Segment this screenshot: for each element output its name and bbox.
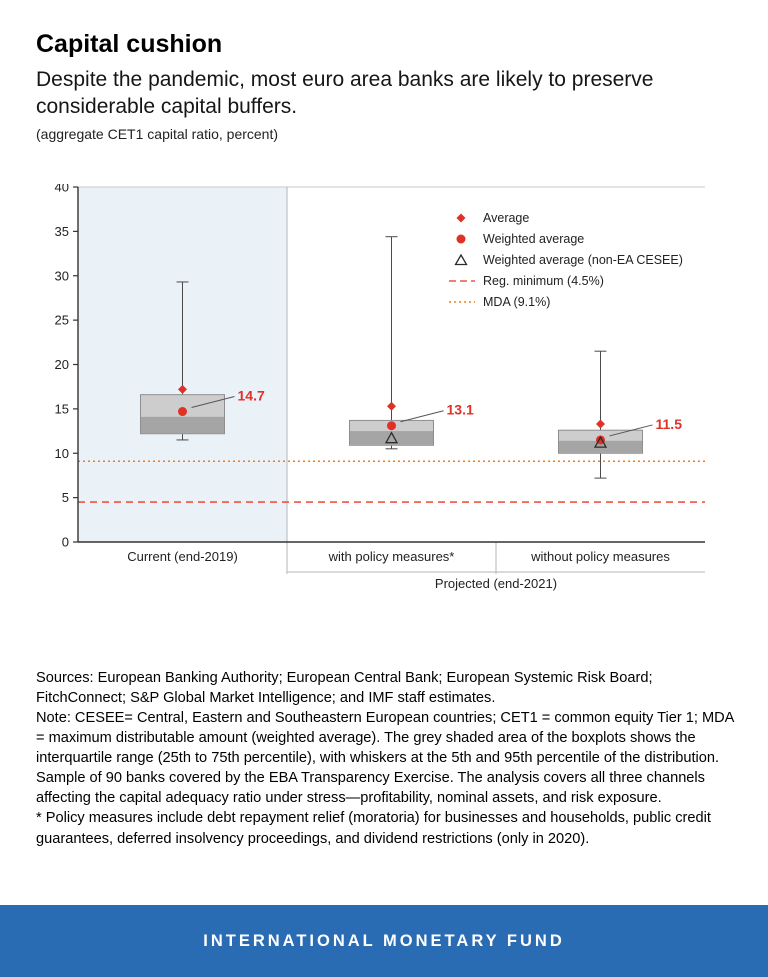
legend: Average Weighted average Weighted average … <box>449 211 683 309</box>
y-tick-label: 20 <box>55 357 69 372</box>
legend-label: Reg. minimum (4.5%) <box>483 274 604 288</box>
weighted-average-marker <box>178 406 187 416</box>
y-tick-label: 0 <box>62 534 69 549</box>
non-ea-cesee-marker <box>384 430 399 443</box>
group-label: Projected (end-2021) <box>435 576 557 591</box>
average-marker <box>596 419 605 429</box>
y-tick-label: 5 <box>62 490 69 505</box>
average-marker <box>387 401 396 411</box>
boxplot-chart: 14.7 13.1 11.5 0 5 10 15 20 25 30 35 40 Current (end… <box>36 179 768 604</box>
value-callout: 13.1 <box>447 401 474 417</box>
notes-block: Sources: European Banking Authority; Eur… <box>36 668 736 849</box>
category-label: with policy measures* <box>328 549 455 564</box>
y-tick-label: 10 <box>55 445 69 460</box>
boxplot-3: 11.5 <box>558 350 683 479</box>
legend-label: Weighted average <box>483 232 584 246</box>
figure-subtitle: Despite the pandemic, most euro area ban… <box>36 68 654 119</box>
boxplot-1: 14.7 <box>140 281 265 441</box>
chart-svg: 14.7 13.1 11.5 0 5 10 15 20 25 30 35 40 Current (end… <box>55 179 705 591</box>
sources-text: Sources: European Banking Authority; Eur… <box>36 669 653 706</box>
y-tick-label: 30 <box>55 268 69 283</box>
y-tick-label: 25 <box>55 312 69 327</box>
weighted-average-marker <box>387 420 396 430</box>
legend-label: Average <box>483 211 529 225</box>
legend-label: MDA (9.1%) <box>483 295 550 309</box>
boxplot-2: 13.1 <box>349 235 474 449</box>
imf-footer-bar: INTERNATIONAL MONETARY FUND <box>0 905 768 977</box>
average-marker <box>178 384 187 394</box>
category-label: without policy measures <box>530 549 670 564</box>
y-tick-label: 15 <box>55 401 69 416</box>
legend-label: Weighted average (non-EA CESEE) <box>483 253 683 267</box>
figure-title: Capital cushion <box>36 30 223 58</box>
value-callout: 14.7 <box>238 387 265 403</box>
figure-header: Capital cushion Despite the pandemic, mo… <box>0 0 768 142</box>
footnote-text: * Policy measures include debt repayment… <box>36 810 711 847</box>
y-tick-label: 35 <box>55 223 69 238</box>
figure-unit-label: (aggregate CET1 capital ratio, percent) <box>36 125 279 142</box>
y-tick-label: 40 <box>55 184 69 195</box>
category-label: Current (end-2019) <box>127 549 238 564</box>
value-callout: 11.5 <box>656 416 683 432</box>
imf-footer-text: INTERNATIONAL MONETARY FUND <box>203 931 565 950</box>
non-ea-cesee-marker <box>593 435 608 448</box>
note-text: Note: CESEE= Central, Eastern and Southe… <box>36 709 734 807</box>
